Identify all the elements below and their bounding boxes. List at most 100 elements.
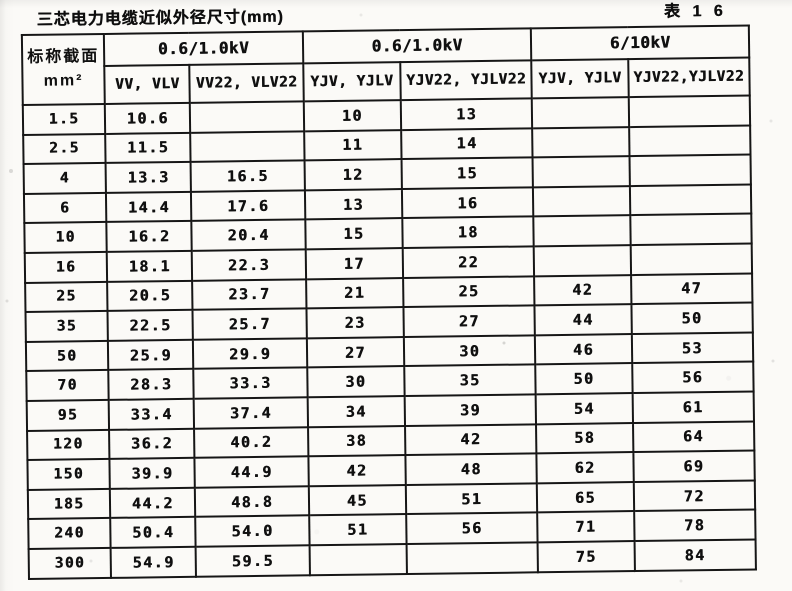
diameter-value-cell: 10.6 — [105, 102, 191, 134]
cable-diameter-table: 标称截面 mm² 0.6/1.0kV 0.6/1.0kV 6/10kV — [21, 25, 757, 580]
voltage-group-label: 6/10kV — [609, 32, 671, 53]
diameter-value-cell: 65 — [537, 481, 634, 513]
scan-noise — [0, 0, 2, 2]
diameter-value-cell: 39 — [404, 394, 537, 426]
diameter-value-cell: 42 — [534, 274, 632, 306]
cross-section-cell: 95 — [26, 399, 110, 431]
diameter-value-cell: 23.7 — [192, 278, 307, 310]
diameter-value-cell: 44 — [534, 304, 632, 336]
diameter-value-cell: 17.6 — [191, 190, 306, 222]
cross-section-unit: mm² — [43, 72, 84, 90]
col-header-yjv-yjlv-mv: YJV, YJLV — [531, 59, 629, 99]
diameter-value-cell: 78 — [633, 509, 756, 541]
col-header-yjv-yjlv-lv: YJV, YJLV — [303, 62, 401, 102]
diameter-value-cell: 18 — [402, 216, 535, 249]
diameter-value-cell — [532, 156, 630, 188]
cross-section-cell: 2.5 — [23, 133, 106, 165]
diameter-value-cell: 17 — [305, 248, 404, 279]
diameter-value-cell: 42 — [405, 423, 537, 456]
diameter-value-cell: 58 — [536, 422, 633, 454]
diameter-value-cell: 11 — [303, 129, 402, 161]
diameter-value-cell: 40.2 — [194, 426, 309, 458]
diameter-value-cell: 84 — [634, 539, 756, 571]
cable-type-label: VV, VLV — [114, 75, 180, 93]
diameter-value-cell — [406, 542, 539, 574]
diameter-value-cell: 27 — [306, 336, 405, 368]
diameter-value-cell: 59.5 — [196, 545, 310, 577]
cross-section-cell: 120 — [27, 429, 110, 461]
diameter-value-cell: 72 — [633, 480, 756, 512]
diameter-value-cell — [190, 101, 304, 133]
diameter-value-cell: 47 — [630, 273, 753, 305]
diameter-value-cell: 22 — [402, 246, 535, 278]
diameter-value-cell: 56 — [631, 361, 754, 394]
diameter-value-cell: 25 — [403, 275, 535, 308]
diameter-value-cell: 30 — [403, 335, 536, 367]
diameter-value-cell: 13.3 — [105, 162, 192, 193]
voltage-group-label: 0.6/1.0kV — [371, 35, 463, 56]
cross-section-cell: 185 — [27, 488, 111, 520]
diameter-value-cell: 56 — [406, 512, 538, 544]
diameter-value-cell: 51 — [405, 483, 538, 515]
diameter-value-cell: 44.9 — [194, 456, 309, 488]
diameter-value-cell: 21 — [305, 277, 404, 309]
scan-skew-wrapper: 三芯电力电缆近似外径尺寸(mm) 表 1 6 标称截面 mm² — [20, 0, 761, 580]
cross-section-cell: 6 — [23, 192, 107, 224]
diameter-value-cell: 71 — [537, 511, 635, 543]
diameter-value-cell — [629, 154, 751, 186]
diameter-value-cell: 22.3 — [192, 249, 306, 281]
diameter-value-cell: 50 — [535, 363, 633, 395]
diameter-value-cell — [629, 184, 752, 216]
diameter-value-cell: 10 — [303, 100, 402, 131]
diameter-value-cell — [534, 245, 631, 276]
diameter-value-cell: 36.2 — [109, 428, 195, 460]
diameter-value-cell: 12 — [304, 159, 402, 191]
diameter-value-cell: 15 — [305, 218, 403, 250]
diameter-value-cell — [309, 543, 407, 575]
diameter-value-cell: 14 — [401, 127, 533, 160]
diameter-value-cell: 61 — [632, 391, 754, 423]
diameter-value-cell: 16 — [401, 187, 534, 219]
diameter-value-cell: 14.4 — [106, 191, 192, 223]
diameter-value-cell: 75 — [537, 540, 635, 572]
cable-type-label: YJV22,YJLV22 — [633, 68, 745, 87]
diameter-value-cell: 20.5 — [107, 280, 193, 312]
diameter-value-cell: 13 — [400, 98, 533, 130]
diameter-value-cell — [532, 97, 629, 128]
diameter-value-cell: 54.0 — [195, 515, 310, 547]
diameter-value-cell: 51 — [308, 514, 407, 546]
diameter-value-cell: 20.4 — [191, 219, 306, 251]
diameter-value-cell — [630, 243, 753, 275]
cable-type-label: VV22, VLV22 — [195, 74, 298, 92]
cross-section-cell: 50 — [25, 340, 109, 372]
cross-section-cell: 4 — [23, 163, 107, 194]
cross-section-cell: 1.5 — [22, 103, 106, 135]
col-header-vv22-vlv22: VV22, VLV22 — [189, 63, 304, 103]
group-header-0_6-1_0kv-vv: 0.6/1.0kV — [104, 31, 304, 66]
cross-section-cell: 300 — [28, 547, 112, 579]
diameter-value-cell: 37.4 — [194, 397, 308, 429]
diameter-value-cell: 64 — [632, 421, 755, 453]
diameter-value-cell: 50 — [631, 302, 753, 334]
diameter-value-cell: 34 — [307, 395, 406, 427]
diameter-value-cell: 30 — [307, 366, 405, 398]
table-number-label: 表 1 6 — [663, 2, 727, 21]
diameter-value-cell — [628, 125, 751, 157]
diameter-value-cell: 33.3 — [193, 367, 308, 399]
diameter-value-cell — [532, 126, 630, 158]
diameter-value-cell: 39.9 — [109, 457, 196, 489]
diameter-value-cell: 62 — [536, 452, 634, 484]
diameter-value-cell: 13 — [304, 188, 403, 220]
diameter-value-cell: 28.3 — [108, 369, 195, 400]
cross-section-cell: 10 — [24, 222, 107, 253]
cable-type-label: YJV, YJLV — [538, 70, 622, 88]
col-header-cross-section: 标称截面 mm² — [21, 33, 106, 106]
diameter-value-cell: 38 — [307, 425, 406, 457]
cross-section-cell: 16 — [24, 251, 108, 283]
diameter-value-cell: 45 — [308, 484, 407, 516]
cross-section-cell: 240 — [28, 518, 111, 549]
diameter-value-cell — [628, 95, 751, 127]
diameter-value-cell — [629, 213, 752, 246]
diameter-value-cell: 44.2 — [110, 487, 196, 519]
